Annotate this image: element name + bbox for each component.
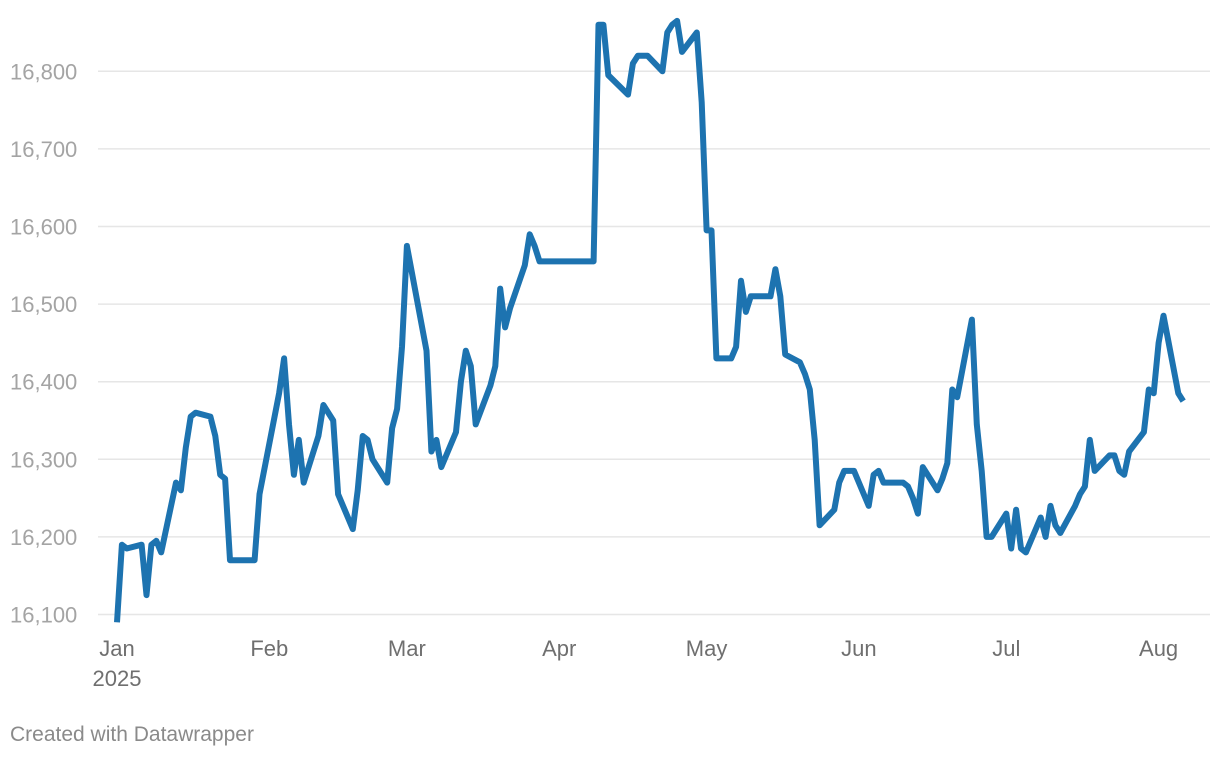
x-tick-label: Feb xyxy=(250,636,288,661)
y-tick-label: 16,400 xyxy=(10,370,77,395)
x-tick-label: Jul xyxy=(992,636,1020,661)
series-layer xyxy=(114,17,1186,623)
x-tick-label: Mar xyxy=(388,636,426,661)
y-tick-label: 16,100 xyxy=(10,603,77,628)
y-tick-label: 16,800 xyxy=(10,59,77,84)
x-tick-label: May xyxy=(686,636,728,661)
x-tick-label: Jun xyxy=(841,636,876,661)
line-chart: 16,100 16,200 16,300 16,400 16,500 16,600 16,7… xyxy=(10,17,1210,691)
y-tick-label: 16,600 xyxy=(10,215,77,240)
y-tick-label: 16,300 xyxy=(10,447,77,472)
y-tick-label: 16,700 xyxy=(10,137,77,162)
x-tick-label: Jan xyxy=(99,636,134,661)
x-tick-label: Apr xyxy=(542,636,576,661)
x-tick-year-label: 2025 xyxy=(93,666,142,691)
y-axis: 16,100 16,200 16,300 16,400 16,500 16,600 16,7… xyxy=(10,59,77,627)
x-tick-label: Aug xyxy=(1139,636,1178,661)
series-line xyxy=(114,17,1186,623)
x-axis: Jan 2025 Feb Mar Apr May Jun Jul Aug xyxy=(93,636,1179,691)
credit-text: Created with Datawrapper xyxy=(10,723,254,746)
y-tick-label: 16,500 xyxy=(10,292,77,317)
y-tick-label: 16,200 xyxy=(10,525,77,550)
